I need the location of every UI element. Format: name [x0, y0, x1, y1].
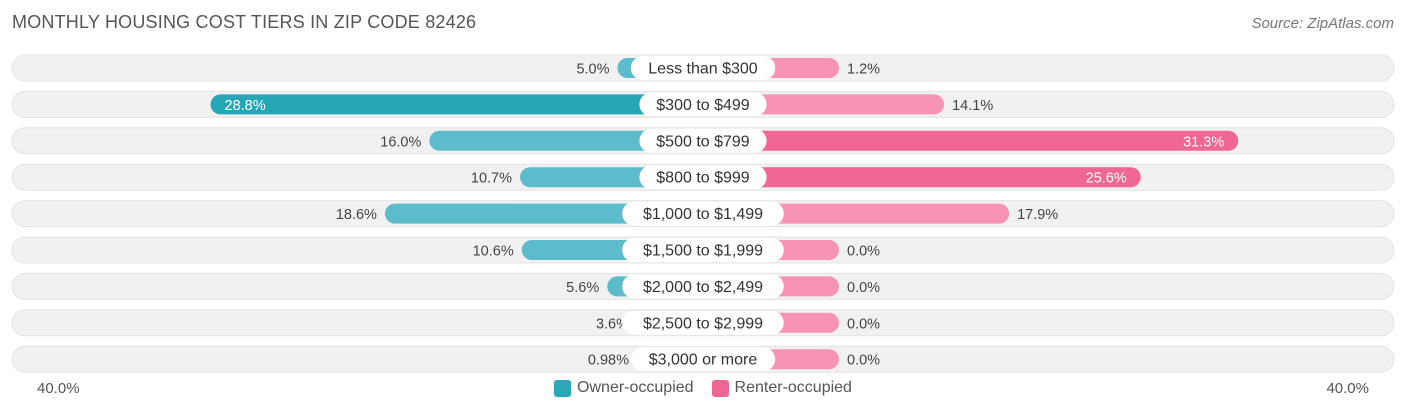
category-pill: [639, 128, 767, 153]
category-pill: [622, 238, 784, 262]
category-label: $300 to $499: [656, 97, 750, 114]
legend-renter-label: Renter-occupied: [734, 379, 852, 396]
category-label: $2,500 to $2,999: [643, 315, 763, 332]
owner-value-label: 16.0%: [380, 134, 421, 150]
legend-owner-label: Owner-occupied: [577, 379, 694, 396]
category-pill: [630, 347, 776, 372]
renter-value-label: 17.9%: [1017, 207, 1058, 223]
category-pill: [622, 274, 784, 299]
renter-value-label: 0.0%: [847, 316, 880, 332]
owner-value-label: 5.0%: [576, 62, 609, 78]
renter-value-label: 31.3%: [1183, 134, 1224, 150]
renter-value-label: 1.2%: [847, 62, 880, 78]
category-label: $500 to $799: [656, 133, 750, 150]
owner-value-label: 10.6%: [473, 244, 514, 260]
category-label: Less than $300: [648, 61, 758, 78]
category-label: $800 to $999: [656, 170, 750, 187]
owner-swatch: [554, 379, 572, 397]
legend: Owner-occupied Renter-occupied: [0, 379, 1406, 397]
category-label: $3,000 or more: [649, 352, 758, 369]
renter-value-label: 25.6%: [1086, 171, 1127, 187]
category-label: $1,500 to $1,999: [643, 243, 763, 260]
category-pill: [622, 310, 784, 335]
legend-item-owner: Owner-occupied: [554, 379, 694, 397]
renter-swatch: [711, 379, 729, 397]
category-label: $1,000 to $1,499: [643, 206, 763, 223]
owner-value-label: 18.6%: [336, 207, 377, 223]
category-label: $2,000 to $2,499: [643, 279, 763, 296]
renter-value-label: 14.1%: [952, 98, 993, 114]
category-pill: [622, 201, 784, 226]
owner-value-label: 0.98%: [588, 353, 629, 369]
renter-value-label: 0.0%: [847, 353, 880, 369]
renter-bar: [703, 167, 1141, 188]
legend-item-renter: Renter-occupied: [711, 379, 852, 397]
owner-value-label: 10.7%: [471, 171, 512, 187]
renter-value-label: 0.0%: [847, 280, 880, 296]
owner-bar: [210, 94, 703, 115]
owner-value-label: 28.8%: [225, 98, 266, 114]
axis-right-label: 40.0%: [1326, 380, 1369, 397]
source-label: Source: ZipAtlas.com: [1251, 15, 1394, 32]
owner-bar: [429, 130, 703, 151]
chart-title: MONTHLY HOUSING COST TIERS IN ZIP CODE 8…: [12, 12, 477, 32]
renter-bar: [703, 130, 1239, 151]
renter-value-label: 0.0%: [847, 244, 880, 260]
axis-left-label: 40.0%: [37, 380, 80, 397]
category-pill: [639, 92, 767, 117]
owner-value-label: 5.6%: [566, 280, 599, 296]
owner-value-label: 3.6%: [596, 316, 629, 332]
diverging-bar-chart: 5.0% 1.2% Less than $300 28.8% 14.1% $300 to …: [11, 54, 1395, 373]
category-pill: [630, 56, 776, 80]
category-pill: [639, 165, 767, 190]
